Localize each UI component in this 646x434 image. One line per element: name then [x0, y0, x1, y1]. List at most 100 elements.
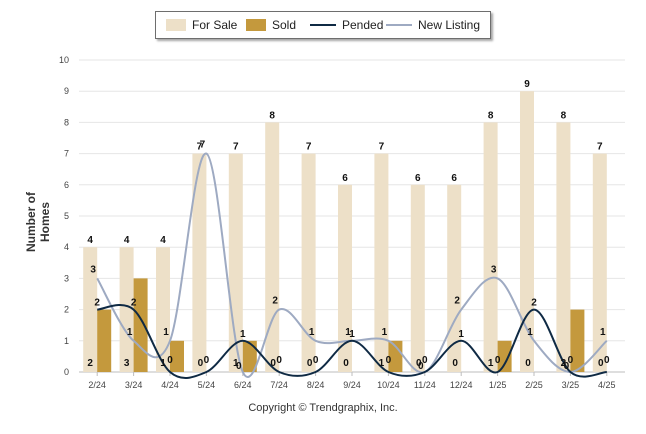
label-for-sale-0: 4: [87, 235, 93, 246]
label-sold-7: 0: [343, 358, 349, 369]
label-for-sale-1: 4: [124, 235, 130, 246]
label-for-sale-4: 7: [233, 142, 239, 153]
x-tick-label-13: 3/25: [562, 380, 580, 390]
label-sold-8: 1: [379, 358, 385, 369]
label-for-sale-7: 6: [342, 173, 348, 184]
bar-for-sale-1: [119, 247, 134, 372]
label-sold-3: 0: [198, 358, 204, 369]
label-for-sale-10: 6: [451, 173, 457, 184]
label-pended-8: 0: [386, 355, 392, 366]
y-tick-label-0: 0: [64, 367, 69, 377]
label-for-sale-5: 8: [269, 110, 275, 121]
x-tick-label-10: 12/24: [450, 380, 473, 390]
label-new-listing-14: 1: [600, 327, 606, 338]
label-for-sale-12: 9: [524, 79, 530, 90]
label-new-listing-4: 0: [236, 361, 242, 372]
label-pended-7: 1: [349, 329, 355, 340]
label-sold-2: 1: [160, 358, 166, 369]
label-for-sale-3: 7: [197, 142, 203, 153]
x-tick-label-12: 2/25: [525, 380, 543, 390]
label-pended-14: 0: [604, 355, 610, 366]
label-new-listing-10: 2: [454, 296, 460, 307]
label-sold-5: 0: [270, 358, 276, 369]
legend-item-new-listing: New Listing: [386, 12, 480, 38]
bar-sold-2: [170, 340, 184, 372]
label-new-listing-8: 1: [382, 327, 388, 338]
label-new-listing-2: 1: [163, 327, 169, 338]
y-tick-label-1: 1: [64, 336, 69, 346]
label-new-listing-0: 3: [90, 264, 96, 275]
label-new-listing-5: 2: [272, 296, 278, 307]
line-pended: [97, 304, 607, 379]
line-new-listing: [96, 152, 608, 378]
y-tick-label-10: 10: [59, 55, 69, 65]
label-sold-10: 0: [452, 358, 458, 369]
bar-for-sale-8: [374, 153, 389, 372]
legend-label-new-listing: New Listing: [418, 18, 481, 32]
x-tick-label-14: 4/25: [598, 380, 616, 390]
label-sold-1: 3: [124, 358, 130, 369]
legend-swatch-sold: [246, 19, 266, 31]
legend-label-for-sale: For Sale: [192, 18, 238, 32]
legend-label-sold: Sold: [272, 18, 297, 32]
x-tick-label-0: 2/24: [88, 380, 106, 390]
y-tick-label-6: 6: [64, 180, 69, 190]
label-new-listing-6: 1: [309, 327, 315, 338]
label-pended-5: 0: [276, 355, 282, 366]
bar-for-sale-3: [192, 153, 207, 372]
bar-for-sale-6: [301, 153, 316, 372]
legend-swatch-pended: [310, 24, 336, 26]
y-tick-label-5: 5: [64, 211, 69, 221]
x-tick-label-7: 9/24: [343, 380, 361, 390]
label-sold-11: 1: [488, 358, 494, 369]
legend-item-pended: Pended: [310, 12, 383, 38]
label-for-sale-9: 6: [415, 173, 421, 184]
label-new-listing-11: 3: [491, 264, 497, 275]
label-pended-13: 0: [568, 355, 574, 366]
label-pended-1: 2: [131, 298, 137, 309]
label-pended-3: 0: [204, 355, 210, 366]
label-pended-4: 1: [240, 329, 246, 340]
label-for-sale-11: 8: [488, 110, 494, 121]
label-sold-0: 2: [87, 358, 93, 369]
x-tick-label-3: 5/24: [198, 380, 216, 390]
x-tick-label-1: 3/24: [125, 380, 143, 390]
label-pended-12: 2: [531, 298, 537, 309]
label-new-listing-1: 1: [127, 327, 133, 338]
label-new-listing-13: 0: [564, 361, 570, 372]
bar-for-sale-9: [410, 184, 425, 372]
y-tick-label-9: 9: [64, 86, 69, 96]
x-tick-label-2: 4/24: [161, 380, 179, 390]
legend-item-for-sale: For Sale: [166, 12, 237, 38]
label-pended-2: 0: [167, 355, 173, 366]
label-pended-0: 2: [94, 298, 100, 309]
bar-sold-0: [97, 309, 112, 372]
chart-legend: For Sale Sold Pended New Listing: [155, 11, 491, 39]
bar-for-sale-0: [83, 247, 98, 372]
bar-for-sale-12: [520, 91, 534, 372]
y-tick-label-2: 2: [64, 305, 69, 315]
y-tick-label-4: 4: [64, 242, 69, 252]
label-for-sale-8: 7: [379, 142, 385, 153]
copyright-text: Copyright © Trendgraphix, Inc.: [248, 402, 398, 414]
x-tick-label-5: 7/24: [270, 380, 288, 390]
label-sold-6: 0: [307, 358, 313, 369]
bar-sold-1: [133, 278, 148, 372]
x-tick-label-9: 11/24: [414, 380, 436, 390]
x-tick-label-6: 8/24: [307, 380, 325, 390]
label-for-sale-13: 8: [561, 110, 567, 121]
x-tick-label-4: 6/24: [234, 380, 252, 390]
bar-for-sale-5: [265, 122, 280, 373]
x-tick-label-8: 10/24: [377, 380, 400, 390]
label-new-listing-12: 1: [527, 327, 533, 338]
label-for-sale-2: 4: [160, 235, 166, 246]
legend-swatch-for-sale: [166, 19, 186, 31]
label-sold-12: 0: [525, 358, 531, 369]
bar-for-sale-7: [338, 184, 352, 372]
label-pended-10: 1: [458, 329, 464, 340]
bar-sold-8: [388, 340, 403, 372]
label-sold-4: 1: [233, 358, 239, 369]
bar-for-sale-10: [447, 184, 462, 372]
label-sold-14: 0: [598, 358, 604, 369]
